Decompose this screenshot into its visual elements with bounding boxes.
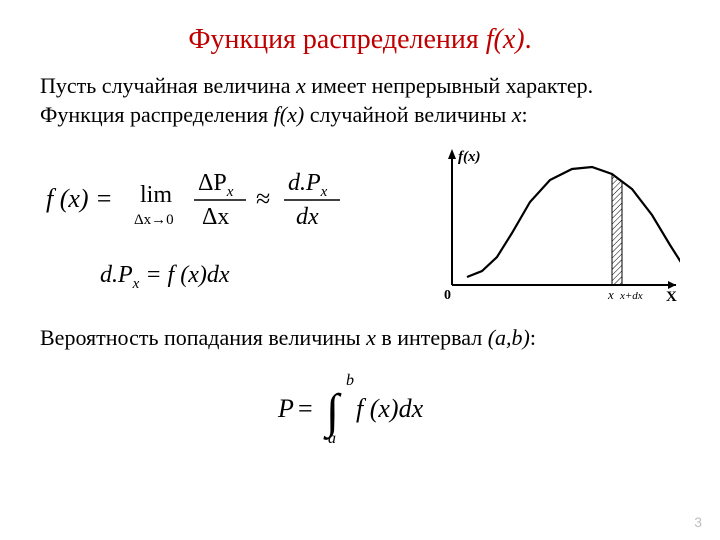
eq2-upper: b [346, 372, 354, 389]
eq1-f1den: Δx [202, 204, 229, 230]
p1-l2c: : [522, 102, 528, 127]
eq1-lhs: f (x) = [46, 184, 113, 213]
eq1-lim-sub: Δx→0 [134, 212, 174, 228]
distribution-graph: 0 f(x) x x+dx X [440, 147, 680, 312]
eq1-f2den: dx [296, 204, 319, 230]
p2-ab: (a,b) [488, 325, 530, 350]
eq1-approx: ≈ [256, 184, 270, 213]
svg-text:f(x): f(x) [458, 149, 481, 165]
paragraph-2: Вероятность попадания величины x в интер… [40, 324, 680, 353]
equation-2: P = ∫ b a f (x)dx [40, 361, 680, 447]
eq1-f2num: d.Px [288, 170, 328, 200]
slide-title: Функция распределения f(x). [40, 24, 680, 56]
svg-text:X: X [666, 289, 677, 305]
eq2-P: P [277, 394, 294, 423]
p2-b: в интервал [376, 325, 488, 350]
p1-l1b: имеет непрерывный характер. [306, 73, 593, 98]
p2-x: x [366, 325, 376, 350]
svg-text:x: x [607, 287, 614, 302]
p1-l2fx: f(x) [274, 102, 305, 127]
p1-l2x: x [512, 102, 522, 127]
title-fx: f(x) [486, 24, 525, 55]
eq2-eq: = [298, 394, 313, 423]
p2-c: : [530, 325, 536, 350]
eq2-body: f (x)dx [356, 394, 424, 423]
p2-a: Вероятность попадания величины [40, 325, 366, 350]
eq1-f1num: ΔPx [198, 170, 234, 200]
svg-text:x+dx: x+dx [619, 290, 643, 302]
eq1-diff: d.Px = f (x)dx [100, 262, 230, 292]
title-prefix: Функция распределения [188, 24, 485, 55]
p1-l2a: Функция распределения [40, 102, 274, 127]
p1-l1x: x [296, 73, 306, 98]
svg-text:0: 0 [444, 288, 451, 303]
paragraph-1: Пусть случайная величина x имеет непреры… [40, 72, 680, 129]
page-number: 3 [694, 514, 702, 530]
p1-l1a: Пусть случайная величина [40, 73, 296, 98]
equation-1: f (x) = lim Δx→0 ΔPx Δx ≈ d.Px dx d.Px =… [40, 152, 370, 307]
eq2-lower: a [328, 430, 336, 447]
eq1-lim: lim [140, 182, 172, 208]
title-suffix: . [525, 24, 532, 55]
p1-l2b: случайной величины [304, 102, 512, 127]
